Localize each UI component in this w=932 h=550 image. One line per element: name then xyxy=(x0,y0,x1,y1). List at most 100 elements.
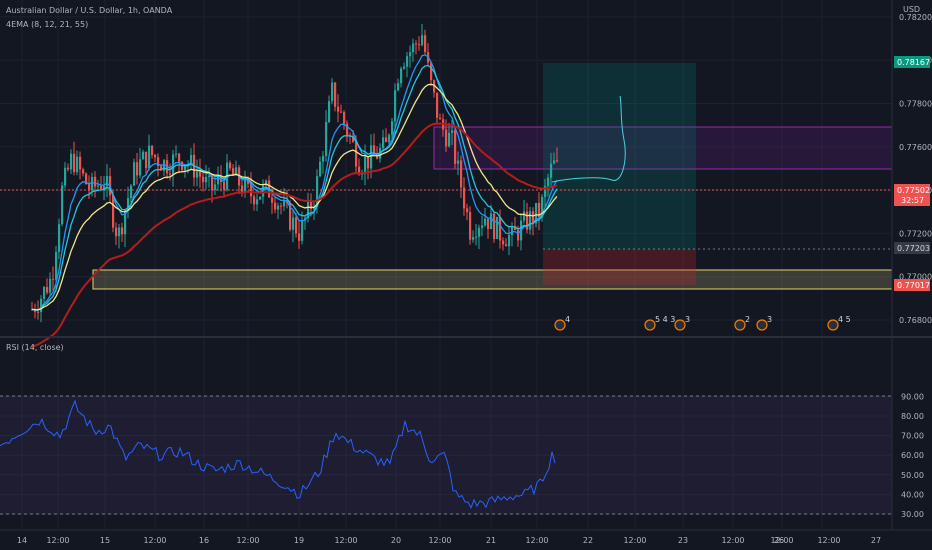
candle xyxy=(115,227,118,237)
candle xyxy=(214,184,217,190)
candle xyxy=(367,156,370,169)
time-tick-label: 19 xyxy=(294,536,304,545)
candle xyxy=(202,176,205,183)
candle xyxy=(397,83,400,91)
rsi-tick-label: 80.00 xyxy=(901,412,924,421)
candle xyxy=(169,173,172,175)
candle xyxy=(400,68,403,84)
candle xyxy=(502,240,505,245)
candle xyxy=(472,237,475,240)
target-price-text: 0.78167 xyxy=(897,58,930,67)
rsi-tick-label: 90.00 xyxy=(901,392,924,401)
candle xyxy=(394,90,397,122)
candle xyxy=(325,121,328,156)
candle xyxy=(469,212,472,240)
candle xyxy=(199,171,202,177)
candle xyxy=(88,184,91,191)
symbol-title: Australian Dollar / U.S. Dollar, 1h, OAN… xyxy=(6,6,173,15)
candle xyxy=(457,160,460,164)
candle xyxy=(421,35,424,46)
candle xyxy=(385,137,388,143)
time-tick-label: 12:00 xyxy=(817,536,840,545)
support-zone[interactable] xyxy=(92,269,893,290)
time-axis[interactable]: 14 12:00 15 12:00 16 12:00 19 12:00 20 12:00 21 12:… xyxy=(17,536,881,545)
candle xyxy=(550,163,553,178)
candle xyxy=(232,168,235,176)
event-count: 3 xyxy=(767,315,772,324)
candle xyxy=(301,220,304,241)
candle xyxy=(508,234,511,247)
price-tick-label: 0.77600 xyxy=(899,143,932,152)
time-tick-label: 12:00 xyxy=(236,536,259,545)
time-tick-label: 12:00 xyxy=(623,536,646,545)
candle xyxy=(49,278,52,293)
candle xyxy=(526,211,529,230)
event-marker[interactable]: 2 xyxy=(734,315,750,331)
event-marker[interactable]: 3 xyxy=(674,315,690,331)
candle xyxy=(163,160,166,171)
candle xyxy=(82,169,85,174)
event-marker[interactable]: 5 4 3 xyxy=(644,315,675,331)
candle xyxy=(223,182,226,190)
candle xyxy=(97,185,100,187)
candle xyxy=(331,82,334,102)
candle xyxy=(151,145,154,155)
candle xyxy=(316,176,319,207)
candle xyxy=(61,185,64,225)
candle xyxy=(478,227,481,237)
candle xyxy=(370,145,373,169)
target-zone[interactable] xyxy=(543,63,696,249)
candle xyxy=(343,112,346,124)
candle xyxy=(448,132,451,147)
stop-price-tag: 0.77017 xyxy=(894,279,930,291)
candle xyxy=(91,176,94,191)
stop-zone[interactable] xyxy=(543,249,696,285)
countdown-text: 32:57 xyxy=(901,196,924,205)
candle xyxy=(103,185,106,190)
event-count: 2 xyxy=(745,315,750,324)
rsi-line xyxy=(0,399,556,510)
candle xyxy=(460,160,463,188)
candle xyxy=(355,141,358,167)
candle xyxy=(556,160,559,162)
candle xyxy=(433,80,436,93)
candle xyxy=(112,195,115,228)
time-tick-label: 12:00 xyxy=(428,536,451,545)
price-tick-label: 0.77200 xyxy=(899,229,932,238)
candle xyxy=(529,211,532,230)
candle xyxy=(484,218,487,226)
candle xyxy=(406,56,409,67)
event-marker[interactable]: 4 5 xyxy=(827,315,851,331)
candle xyxy=(277,205,280,210)
candle xyxy=(475,236,478,238)
candle xyxy=(58,224,61,252)
ema-21-line xyxy=(31,83,558,311)
rsi-band xyxy=(0,396,892,514)
event-markers[interactable]: 4 5 4 3 3 2 3 4 5 xyxy=(554,315,851,331)
candle xyxy=(34,309,37,312)
candle xyxy=(430,62,433,81)
candle xyxy=(544,186,547,197)
time-tick-label: 26 xyxy=(774,536,784,545)
candle xyxy=(67,167,70,170)
candle xyxy=(358,166,361,175)
rsi-axis[interactable]: 90.00 80.00 70.00 60.00 50.00 40.00 30.00 xyxy=(901,392,924,519)
ema-12-line xyxy=(31,64,558,311)
candle xyxy=(424,35,427,53)
candle xyxy=(79,156,82,170)
event-marker[interactable]: 4 xyxy=(554,315,570,331)
price-axis[interactable]: 0.784000.782000.780000.778000.776000.774… xyxy=(899,0,932,325)
event-count: 4 xyxy=(565,315,570,324)
candle xyxy=(130,185,133,199)
candle xyxy=(496,216,499,239)
candle xyxy=(388,134,391,143)
rsi-tick-label: 70.00 xyxy=(901,432,924,441)
candle xyxy=(118,227,121,237)
candle xyxy=(37,311,40,313)
candle xyxy=(352,136,355,142)
event-marker[interactable]: 3 xyxy=(756,315,772,331)
candle xyxy=(499,216,502,241)
candle xyxy=(70,153,73,170)
event-count: 5 4 3 xyxy=(655,315,675,324)
